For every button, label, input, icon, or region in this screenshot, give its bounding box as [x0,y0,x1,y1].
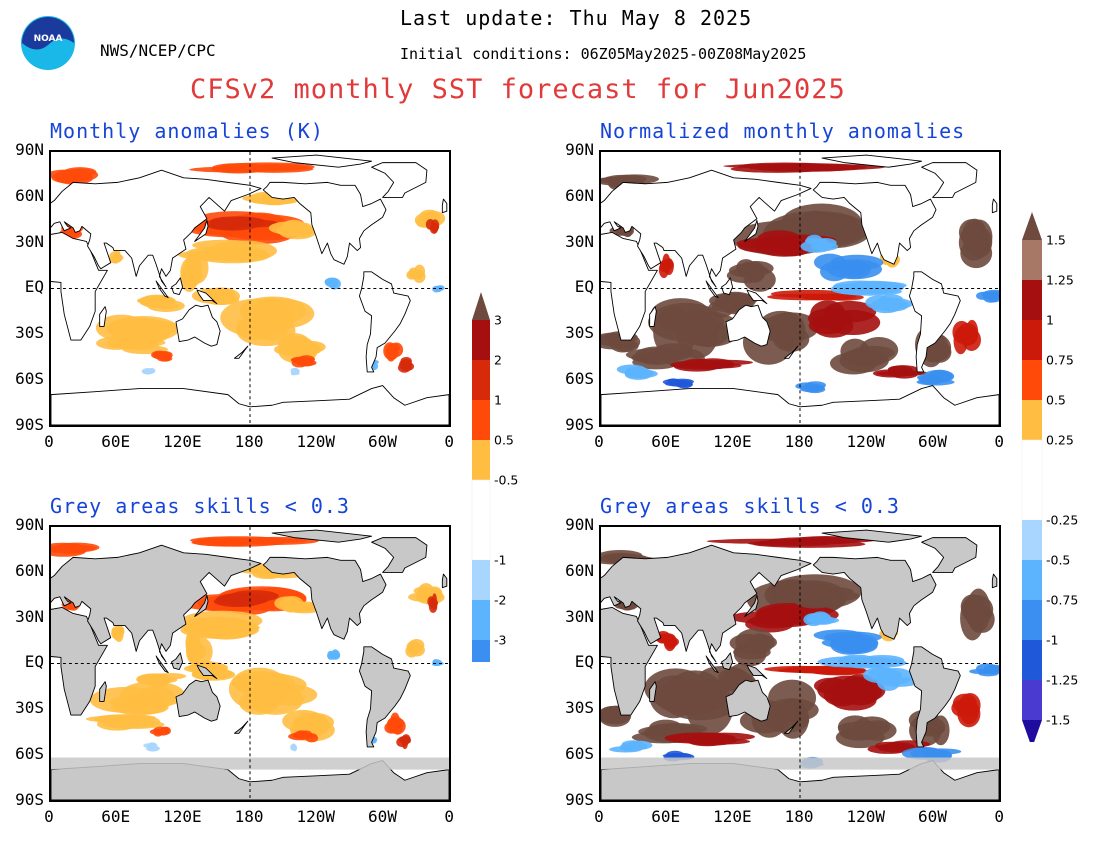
colorbar-label: -0.5 [494,473,518,488]
lon-label: 0 [594,432,604,451]
colorbar-label: 0.5 [1046,393,1066,408]
organization-label: NWS/NCEP/CPC [100,41,216,60]
map-anomalies-skill-masked [49,525,451,802]
colorbar-normalized: 1.5 1.25 1 0.75 0.5 0.25 -0.25 -0.5 -0.75 -1 -1.25… [1021,212,1078,742]
lat-label: EQ [24,277,44,297]
lat-label: 60S [15,744,44,763]
map-normalized-skill-masked [599,525,1001,802]
colorbar-label: -3 [494,633,506,648]
lon-label: 180 [784,807,814,826]
lat-label: 30S [565,698,594,718]
lat-label: EQ [574,652,594,672]
lon-label: 120E [163,807,202,826]
map-normalized-anomalies [599,150,1001,427]
lon-label: 180 [784,432,814,451]
noaa-logo-text: NOAA [34,34,63,44]
colorbar-label: 0.5 [494,433,514,448]
lon-label: 120W [296,432,336,451]
colorbar-label: -0.5 [1046,553,1070,568]
lat-label: 90N [15,515,44,534]
colorbar-label: 1.5 [1046,233,1066,248]
panel-title-bottom-left: Grey areas skills < 0.3 [50,494,350,518]
lon-label: 60W [918,432,947,451]
lon-label: 60E [651,807,681,826]
lon-label: 0 [444,807,454,826]
lat-label: 60S [565,369,594,388]
lat-label: EQ [24,652,44,672]
page-title: CFSv2 monthly SST forecast for Jun2025 [190,74,846,105]
lon-label: 120W [296,807,336,826]
colorbar-label: 0.75 [1046,353,1074,368]
lat-label: 30N [15,606,44,626]
colorbar-label: -0.75 [1046,593,1078,608]
lat-label: 60N [15,185,44,205]
panel-title-top-left: Monthly anomalies (K) [50,119,324,143]
lon-label: 0 [594,807,604,826]
colorbar-label: -2 [494,593,506,608]
noaa-logo: NOAA [20,15,76,71]
lon-label: 60E [101,432,131,451]
colorbar-label: -1.5 [1046,713,1070,728]
lon-label: 60E [651,432,681,451]
lat-label: 60S [15,369,44,388]
lat-label: 30N [565,606,594,626]
lon-label: 0 [994,432,1004,451]
colorbar-label: 1 [1046,313,1054,328]
panel-title-bottom-right: Grey areas skills < 0.3 [600,494,900,518]
lat-label: 30S [15,698,44,718]
colorbar-label: 3 [494,313,502,328]
lon-label: 60W [368,432,397,451]
panel-title-top-right: Normalized monthly anomalies [600,119,966,143]
lon-label: 180 [234,432,264,451]
lat-label: 60N [565,185,594,205]
lat-label: 30S [15,323,44,343]
lat-label: 90S [565,789,594,809]
lat-label: 90N [565,515,594,534]
lon-label: 0 [44,432,54,451]
lon-label: 180 [234,807,264,826]
colorbar-label: -1 [1046,633,1058,648]
lat-label: 30N [565,231,594,251]
colorbar-label: -1.25 [1046,673,1078,688]
lon-label: 0 [444,432,454,451]
lon-label: 60E [101,807,131,826]
colorbar-label: 2 [494,353,502,368]
lat-label: 90N [15,140,44,159]
lat-label: 60N [15,560,44,580]
last-update-label: Last update: Thu May 8 2025 [400,6,753,30]
lat-label: 90S [15,789,44,809]
lat-label: EQ [574,277,594,297]
colorbar-anomalies: 3 2 1 0.5 -0.5 -1 -2 -3 [471,292,518,662]
colorbar-label: 1 [494,393,502,408]
colorbar-label: 1.25 [1046,273,1074,288]
lon-label: 60W [918,807,947,826]
lat-label: 90N [565,140,594,159]
lat-label: 30S [565,323,594,343]
lat-label: 30N [15,231,44,251]
initial-conditions-label: Initial conditions: 06Z05May2025-00Z08Ma… [400,45,807,63]
lat-label: 90S [15,414,44,434]
lon-label: 60W [368,807,397,826]
lon-label: 0 [994,807,1004,826]
lon-label: 0 [44,807,54,826]
lat-label: 90S [565,414,594,434]
lon-label: 120E [163,432,202,451]
lon-label: 120E [713,807,752,826]
colorbar-label: -0.25 [1046,513,1078,528]
lon-label: 120W [846,432,886,451]
lat-label: 60S [565,744,594,763]
lat-label: 60N [565,560,594,580]
lon-label: 120E [713,432,752,451]
colorbar-label: -1 [494,553,506,568]
map-monthly-anomalies [49,150,451,427]
colorbar-label: 0.25 [1046,433,1074,448]
lon-label: 120W [846,807,886,826]
